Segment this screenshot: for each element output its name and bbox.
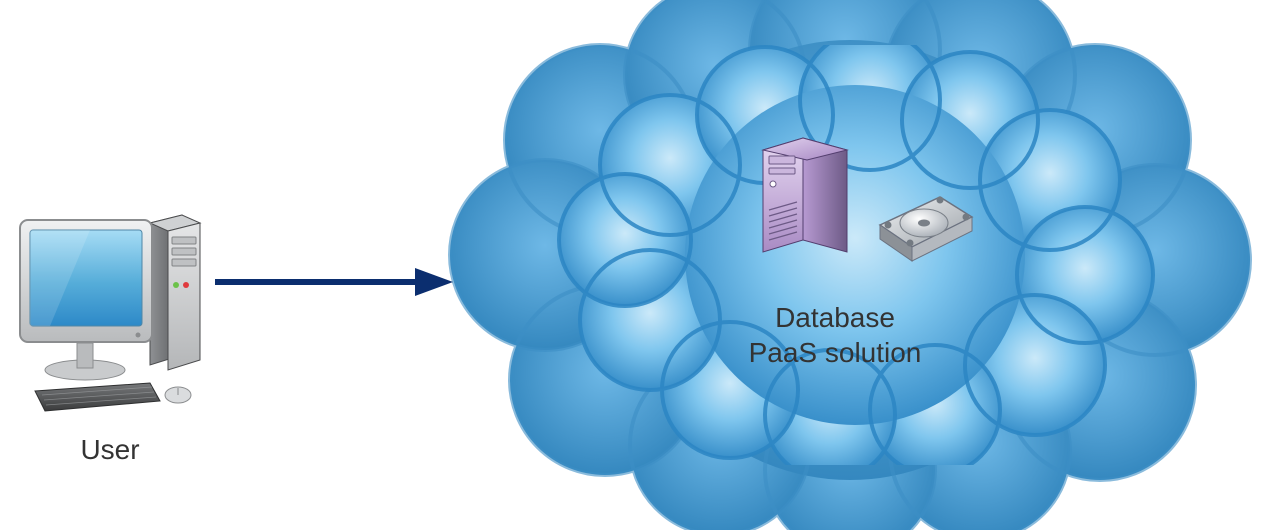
- user-computer-icon: [0, 195, 210, 425]
- computer-tower-icon: [150, 215, 200, 370]
- user-label: User: [50, 432, 170, 467]
- diagram-canvas: Database PaaS solution: [0, 0, 1265, 528]
- keyboard-icon: [35, 383, 160, 411]
- cloud-label-line1: Database: [775, 302, 895, 333]
- arrow-icon: [205, 252, 465, 312]
- cloud-label-line2: PaaS solution: [749, 337, 922, 368]
- cloud-label: Database PaaS solution: [700, 300, 970, 370]
- monitor-icon: [20, 220, 152, 380]
- server-icon: [755, 120, 855, 260]
- hard-drive-icon: [860, 185, 980, 275]
- mouse-icon: [165, 387, 191, 403]
